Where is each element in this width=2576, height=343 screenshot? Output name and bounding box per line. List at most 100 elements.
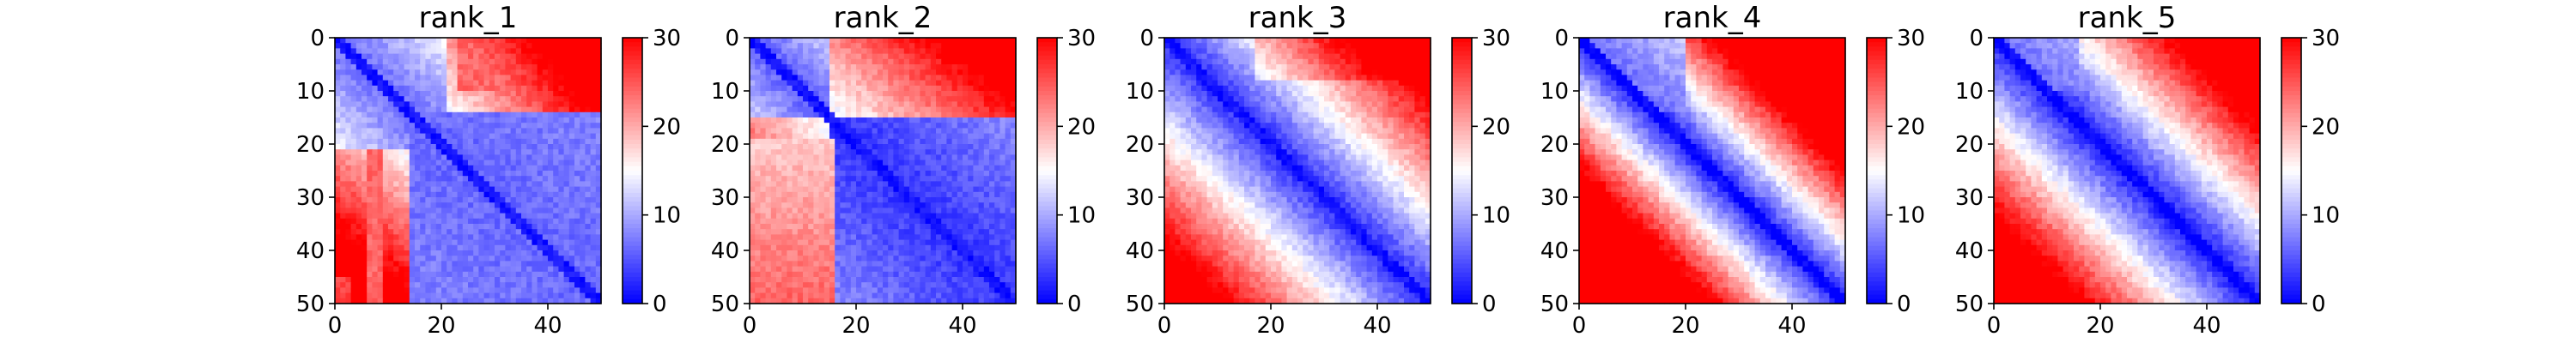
heatmap-cell	[489, 111, 495, 118]
heatmap-cell	[404, 64, 410, 70]
heatmap-cell	[345, 191, 352, 198]
heatmap-cell	[845, 250, 852, 256]
heatmap-cell	[750, 213, 756, 220]
heatmap-cell	[999, 176, 1006, 182]
heatmap-cell	[872, 159, 878, 166]
heatmap-cell	[590, 250, 597, 256]
colorbar-segment	[623, 184, 642, 190]
heatmap-cell	[435, 111, 442, 118]
heatmap-cell	[898, 234, 905, 241]
heatmap-cell	[361, 96, 368, 102]
heatmap-cell	[452, 239, 459, 246]
heatmap-cell	[345, 277, 352, 283]
heatmap-cell	[850, 159, 857, 166]
heatmap-cell	[797, 123, 804, 129]
heatmap-cell	[457, 69, 464, 75]
heatmap-cell	[850, 117, 857, 123]
heatmap-cell	[946, 224, 953, 230]
heatmap-cell	[548, 197, 554, 203]
heatmap-cell	[803, 106, 809, 113]
heatmap-cell	[430, 58, 437, 65]
heatmap-cell	[936, 186, 942, 193]
heatmap-cell	[505, 106, 512, 113]
heatmap-cell	[420, 229, 426, 235]
heatmap-cell	[452, 96, 459, 102]
heatmap-cell	[957, 261, 963, 268]
heatmap-cell	[914, 171, 920, 177]
heatmap-cell	[462, 191, 469, 198]
heatmap-cell	[893, 165, 900, 172]
heatmap-cell	[537, 138, 544, 145]
heatmap-cell	[946, 213, 953, 220]
heatmap-cell	[936, 133, 942, 140]
heatmap-cell	[872, 191, 878, 198]
heatmap-cell	[946, 85, 953, 92]
heatmap-cell	[457, 159, 464, 166]
heatmap-cell	[818, 266, 825, 273]
heatmap-cell	[808, 149, 814, 155]
heatmap-cell	[861, 287, 867, 294]
heatmap-cell	[430, 277, 437, 283]
heatmap-cell	[930, 287, 937, 294]
heatmap-cell	[590, 96, 597, 102]
heatmap-cell	[898, 165, 905, 172]
heatmap-cell	[462, 138, 469, 145]
heatmap-cell	[489, 261, 495, 268]
heatmap-cell	[903, 53, 910, 60]
heatmap-cell	[840, 144, 847, 150]
colorbar-segment	[623, 86, 642, 92]
heatmap-cell	[888, 202, 894, 208]
heatmap-cell	[1005, 261, 1012, 268]
colorbar-segment	[623, 224, 642, 229]
heatmap-cell	[505, 48, 512, 55]
heatmap-cell	[382, 277, 389, 283]
heatmap-cell	[755, 224, 761, 230]
heatmap-cell	[537, 69, 544, 75]
heatmap-cell	[1005, 138, 1012, 145]
heatmap-cell	[398, 154, 405, 161]
heatmap-cell	[553, 85, 559, 92]
heatmap-cell	[350, 117, 357, 123]
heatmap-cell	[340, 106, 346, 113]
heatmap-cell	[787, 224, 793, 230]
heatmap-cell	[468, 287, 474, 294]
heatmap-cell	[792, 80, 799, 87]
heatmap-cell	[797, 271, 804, 278]
heatmap-cell	[388, 213, 394, 220]
heatmap-cell	[515, 292, 522, 299]
heatmap-cell	[425, 197, 432, 203]
heatmap-cell	[877, 282, 884, 288]
heatmap-cell	[776, 58, 782, 65]
heatmap-cell	[595, 38, 602, 44]
heatmap-cell	[532, 101, 538, 108]
heatmap-cell	[526, 197, 532, 203]
heatmap-cell	[893, 69, 900, 75]
heatmap-cell	[489, 101, 495, 108]
heatmap-cell	[415, 106, 421, 113]
heatmap-cell	[398, 128, 405, 135]
heatmap-cell	[983, 53, 990, 60]
heatmap-cell	[835, 208, 841, 214]
heatmap-cell	[568, 213, 575, 220]
heatmap-cell	[946, 64, 953, 70]
heatmap-cell	[435, 271, 442, 278]
heatmap-cell	[568, 292, 575, 299]
heatmap-cell	[781, 58, 787, 65]
heatmap-cell	[909, 58, 915, 65]
heatmap-cell	[823, 48, 830, 55]
heatmap-cell	[946, 159, 953, 166]
heatmap-cell	[515, 101, 522, 108]
heatmap-cell	[420, 244, 426, 251]
heatmap-cell	[526, 154, 532, 161]
heatmap-cell	[568, 298, 575, 304]
heatmap-cell	[580, 159, 586, 166]
heatmap-cell	[473, 111, 479, 118]
heatmap-cell	[866, 197, 873, 203]
heatmap-cell	[845, 271, 852, 278]
heatmap-cell	[415, 197, 421, 203]
heatmap-cell	[361, 271, 368, 278]
heatmap-cell	[829, 277, 835, 283]
heatmap-cell	[462, 111, 469, 118]
heatmap-cell	[1005, 64, 1012, 70]
heatmap-cell	[441, 234, 447, 241]
